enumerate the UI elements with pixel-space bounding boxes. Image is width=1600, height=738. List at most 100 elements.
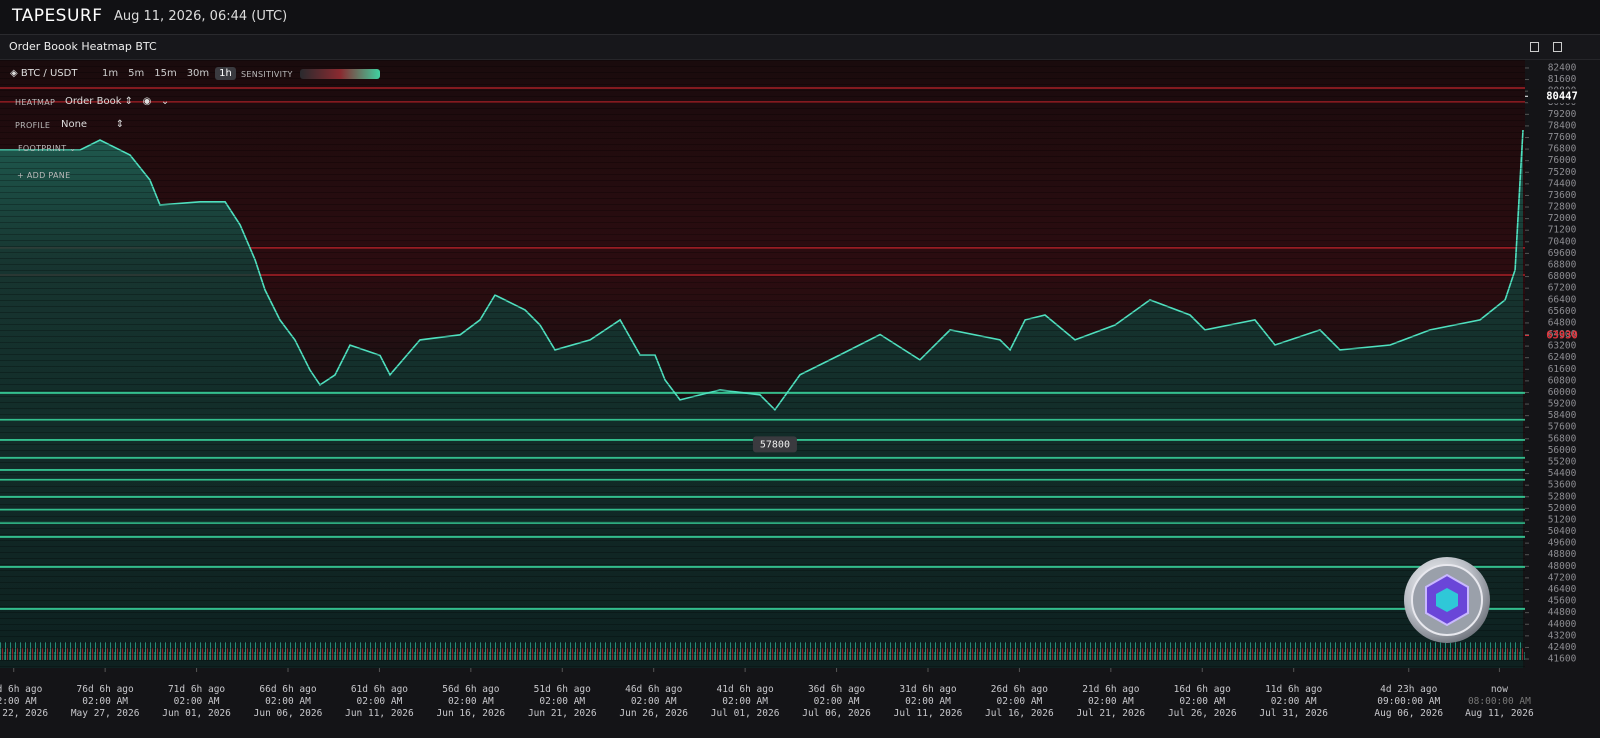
y-tick-label: 43200 (1548, 630, 1577, 641)
panel-bar: Order Boook Heatmap BTC (0, 35, 1600, 60)
footprint-toggle[interactable]: FOOTPRINT ⌄ (18, 144, 77, 153)
x-tick-label: 66d 6h ago (259, 684, 316, 695)
y-tick-label: 52000 (1548, 503, 1577, 514)
x-tick-date: Jun 16, 2026 (437, 708, 506, 719)
price-label: 63930 (1546, 330, 1578, 342)
x-tick-date: Aug 11, 2026 (1465, 708, 1534, 719)
x-tick-date: Jun 06, 2026 (254, 708, 323, 719)
x-tick-time: 02:00 AM (1088, 696, 1134, 707)
x-tick-date: Jun 21, 2026 (528, 708, 597, 719)
x-tick-label: 11d 6h ago (1265, 684, 1322, 695)
add-pane-label: ADD PANE (26, 171, 71, 180)
profile-select[interactable]: None ⇕ (61, 119, 125, 130)
x-tick-time: 02:00 AM (448, 696, 494, 707)
x-tick-date: May 27, 2026 (71, 708, 140, 719)
y-tick-label: 68000 (1548, 271, 1577, 282)
heatmap-texture (0, 60, 1525, 668)
x-tick-time: 02:00 AM (631, 696, 677, 707)
x-tick-time: 02:00 AM (722, 696, 768, 707)
y-tick-label: 59200 (1548, 399, 1577, 410)
x-tick-date: Jul 01, 2026 (711, 708, 780, 719)
maximize-icon[interactable] (1553, 42, 1562, 52)
y-tick-label: 74400 (1548, 178, 1577, 189)
symbol-selector[interactable]: ◈ BTC / USDT (10, 68, 78, 79)
x-tick-time: 02:00 AM (905, 696, 951, 707)
y-tick-label: 62400 (1548, 352, 1577, 363)
x-tick-time: 02:00 AM (357, 696, 403, 707)
y-tick-label: 60800 (1548, 375, 1577, 386)
x-tick-label: 81d 6h ago (0, 684, 43, 695)
x-tick-label: 76d 6h ago (77, 684, 134, 695)
y-tick-label: 52800 (1548, 491, 1577, 502)
y-tick-label: 47200 (1548, 572, 1577, 583)
price-label: 80447 (1546, 90, 1578, 102)
x-tick-label: now (1491, 684, 1508, 695)
low-tooltip: 57800 (760, 439, 790, 450)
x-tick-time: 02:00 AM (1179, 696, 1225, 707)
timeframe-button[interactable]: 1h (215, 67, 236, 80)
x-tick-date: Jul 26, 2026 (1168, 708, 1237, 719)
x-tick-date: Jul 31, 2026 (1259, 708, 1328, 719)
y-tick-label: 82400 (1548, 62, 1577, 73)
price-label-box (1528, 89, 1598, 104)
heatmap-select[interactable]: Order Book ⇕ ◉ ⌄ (65, 96, 170, 107)
y-tick-label: 78400 (1548, 120, 1577, 131)
x-tick-label: 41d 6h ago (717, 684, 774, 695)
y-tick-label: 58400 (1548, 410, 1577, 421)
y-tick-label: 60000 (1548, 387, 1577, 398)
y-tick-label: 61600 (1548, 364, 1577, 375)
y-tick-label: 69600 (1548, 248, 1577, 259)
timeframe-button[interactable]: 1m (102, 68, 119, 79)
timeframe-button[interactable]: 30m (186, 68, 210, 79)
x-tick-date: Jul 16, 2026 (985, 708, 1054, 719)
y-tick-label: 53600 (1548, 480, 1577, 491)
y-tick-label: 46400 (1548, 584, 1577, 595)
y-tick-label: 65600 (1548, 306, 1577, 317)
x-tick-label: 61d 6h ago (351, 684, 408, 695)
y-tick-label: 41600 (1548, 654, 1577, 665)
low-tooltip-box (752, 436, 797, 453)
x-tick-label: 26d 6h ago (991, 684, 1048, 695)
y-tick-label: 64000 (1548, 329, 1577, 340)
y-tick-label: 81600 (1548, 74, 1577, 85)
y-tick-label: 45600 (1548, 596, 1577, 607)
x-tick-date: Jul 21, 2026 (1077, 708, 1146, 719)
y-tick-label: 67200 (1548, 283, 1577, 294)
timeframe-button[interactable]: 5m (128, 68, 145, 79)
x-tick-time: 02:00 AM (1271, 696, 1317, 707)
heatmap-chart: 8240081600808008000079200784007760076800… (0, 60, 1600, 738)
x-tick-label: 21d 6h ago (1082, 684, 1139, 695)
minimize-icon[interactable] (1530, 42, 1539, 52)
add-pane-button[interactable]: + ADD PANE (17, 171, 71, 180)
sensitivity-slider[interactable] (300, 69, 380, 79)
y-tick-label: 64800 (1548, 317, 1577, 328)
footprint-label: FOOTPRINT (18, 144, 67, 153)
x-tick-date: Jun 11, 2026 (345, 708, 414, 719)
y-tick-label: 63200 (1548, 341, 1577, 352)
x-axis-background (0, 668, 1600, 738)
y-tick-label: 75200 (1548, 167, 1577, 178)
x-tick-label: 51d 6h ago (534, 684, 591, 695)
y-tick-label: 44000 (1548, 619, 1577, 630)
sensitivity-label: SENSITIVITY (241, 70, 293, 79)
logo[interactable]: TAPESURF (12, 6, 103, 26)
y-tick-label: 72000 (1548, 213, 1577, 224)
x-tick-label: 56d 6h ago (442, 684, 499, 695)
x-tick-time: 02:00 AM (174, 696, 220, 707)
x-tick-time: 02:00 AM (82, 696, 128, 707)
x-tick-time: 09:00:00 AM (1377, 696, 1440, 707)
y-tick-label: 49600 (1548, 538, 1577, 549)
y-tick-label: 79200 (1548, 109, 1577, 120)
x-tick-label: 16d 6h ago (1174, 684, 1231, 695)
y-tick-label: 55200 (1548, 457, 1577, 468)
y-tick-label: 72800 (1548, 202, 1577, 213)
x-tick-time: 08:00:00 AM (1468, 696, 1531, 707)
timeframe-button[interactable]: 15m (154, 68, 177, 79)
y-tick-label: 68800 (1548, 259, 1577, 270)
x-tick-label: 71d 6h ago (168, 684, 225, 695)
x-tick-date: May 22, 2026 (0, 708, 48, 719)
x-tick-date: Jul 11, 2026 (894, 708, 963, 719)
x-tick-label: 36d 6h ago (808, 684, 865, 695)
x-tick-time: 02:00 AM (265, 696, 311, 707)
y-tick-label: 76000 (1548, 155, 1577, 166)
